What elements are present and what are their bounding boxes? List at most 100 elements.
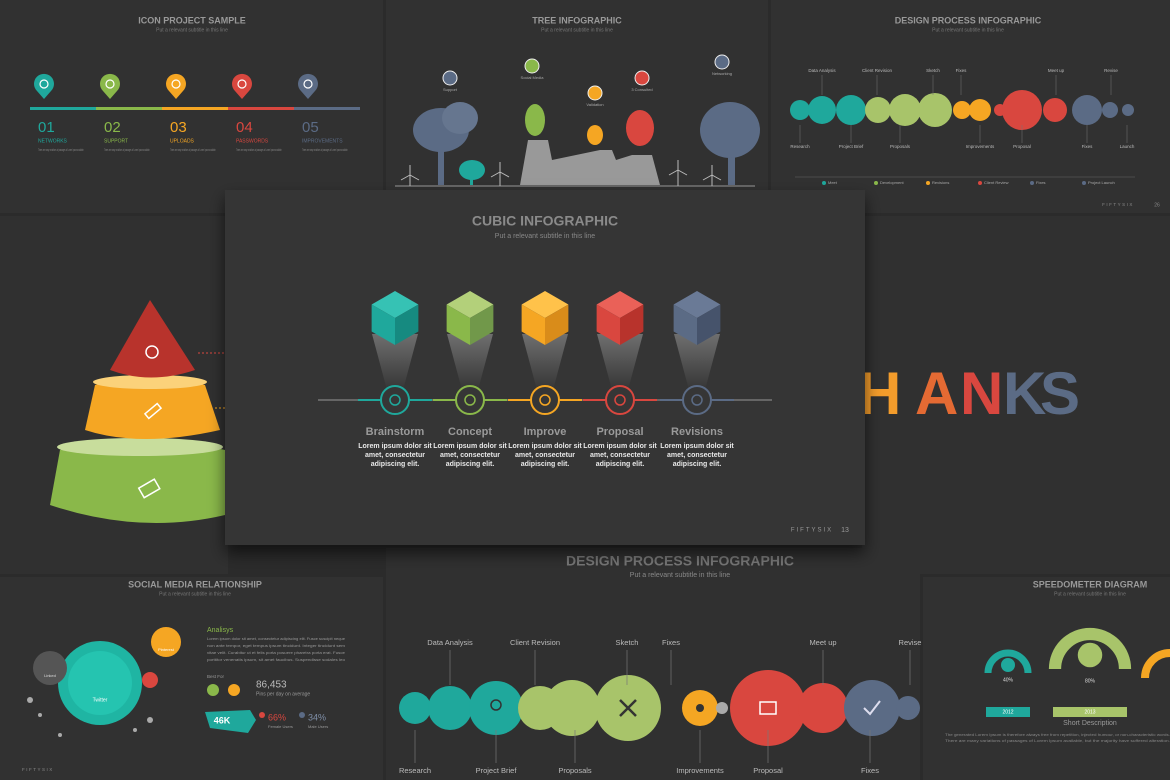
back-layer: ICON PROJECT SAMPLE Put a relevant subtit… [22,15,1170,775]
timeline-segment [162,107,228,110]
item-number: 01 [38,119,55,136]
legend-swatch [978,181,982,185]
process-circle [798,683,848,733]
dot [27,697,33,703]
bottom-label: Research [790,144,810,149]
dot [58,733,62,737]
bottom-label: Proposals [890,144,911,149]
cube-left [521,304,545,345]
item-label: UPLOADS [170,138,195,144]
cone-middle [85,378,220,439]
process-circle [1122,104,1134,116]
turbine-blades [400,165,420,181]
gauge-arc [1141,649,1170,679]
step-name: Brainstorm [366,426,425,438]
front-layer: CUBIC INFOGRAPHIC Put a relevant subtitle… [318,213,849,534]
legend-swatch [1030,181,1034,185]
dot [38,713,42,717]
step-text: Lorem ipsum dolor sit [508,443,582,450]
pin-icon [105,79,115,89]
item-number: 04 [236,119,253,136]
step-icon [614,394,626,406]
top-label: Fixes [662,638,680,647]
process-circle [730,670,806,746]
pin-icon [237,79,247,89]
turbine-blades [702,165,722,181]
step-text: Lorem ipsum dolor sit [583,443,657,450]
count: 46K [214,715,231,725]
body-line: non ante tempor, eget tempus ipsum tinci… [207,643,346,648]
gauge-value: 40% [1003,677,1014,683]
cube-right [620,304,644,345]
thanks-letter: K [1003,360,1046,427]
legend-entry: Fixes [1036,180,1046,185]
slide-design-bottom [386,548,920,780]
item-label: SUPPORT [104,138,128,144]
process-circle [1002,90,1042,130]
timeline-segment [96,107,162,110]
icon-book [759,701,777,715]
step-text: Lorem ipsum dolor sit [358,443,432,450]
smoke [626,110,654,146]
item-text: There are many variations of passages of… [104,148,150,152]
icon-money [137,478,161,499]
step-text: amet, consectetur [590,452,650,459]
tree-label: Support [443,87,458,92]
bottom-label: Proposals [558,766,592,775]
tree-small [459,160,485,180]
process-circle [1043,98,1067,122]
label-bubble [714,54,730,70]
pin [298,73,318,99]
usa-map [205,710,256,733]
bubble-label: Twitter [93,697,108,703]
cube-left [446,304,470,345]
linked-bubble [33,651,67,685]
tree-label: 3 Consulted [631,87,652,92]
body-line: porttitor venenatis ipsum, sit amet fauc… [207,657,346,662]
label-bubble [524,58,540,74]
item-text: There are many variations of passages of… [302,148,348,152]
icon-pencil [143,402,163,420]
process-circle [544,680,600,736]
process-circle [844,680,900,736]
slide-subtitle: Put a relevant subtitle in this line [541,27,613,33]
top-label: Data Analysis [427,638,473,647]
process-circle [469,681,523,735]
beam [674,334,720,390]
pin-icon [39,79,49,89]
timeline-segment [30,107,96,110]
pin [100,73,121,99]
bottom-label: Proposal [1013,144,1031,149]
thanks-letter: H [858,360,901,427]
pinterest-bubble [151,627,181,657]
step-icon [539,394,551,406]
turbine-blades [490,162,510,178]
gauge-year: 2013 [1084,709,1095,715]
pin [232,73,253,99]
body-line: Lorem ipsum dolor sit amet, consectetur … [207,636,346,641]
body-line: The generated Lorem Ipsum is therefore a… [945,733,1170,737]
beam [447,334,493,390]
timeline-segment [228,107,294,110]
step-text: amet, consectetur [667,452,727,459]
label-bubble [634,70,650,86]
legend-entry: Meet [828,180,838,185]
step-text: adipiscing elit. [371,461,420,468]
factory [520,140,660,185]
step-text: adipiscing elit. [596,461,645,468]
slide-subtitle: Put a relevant subtitle in this line [1054,591,1126,597]
smoke [525,104,545,136]
beam [522,334,568,390]
male-stat: 34% [308,712,326,722]
process-circle [1102,102,1118,118]
top-label: Revise [1104,68,1118,73]
slide-speedometer [923,577,1170,780]
cube-right [395,304,419,345]
year-box [1053,707,1127,717]
legend-entry: Development [880,180,904,185]
legend-swatch [874,181,878,185]
icon-sun [145,345,159,359]
tree-label: Social Media [521,75,545,80]
process-circle [889,94,921,126]
item-number: 03 [170,119,187,136]
